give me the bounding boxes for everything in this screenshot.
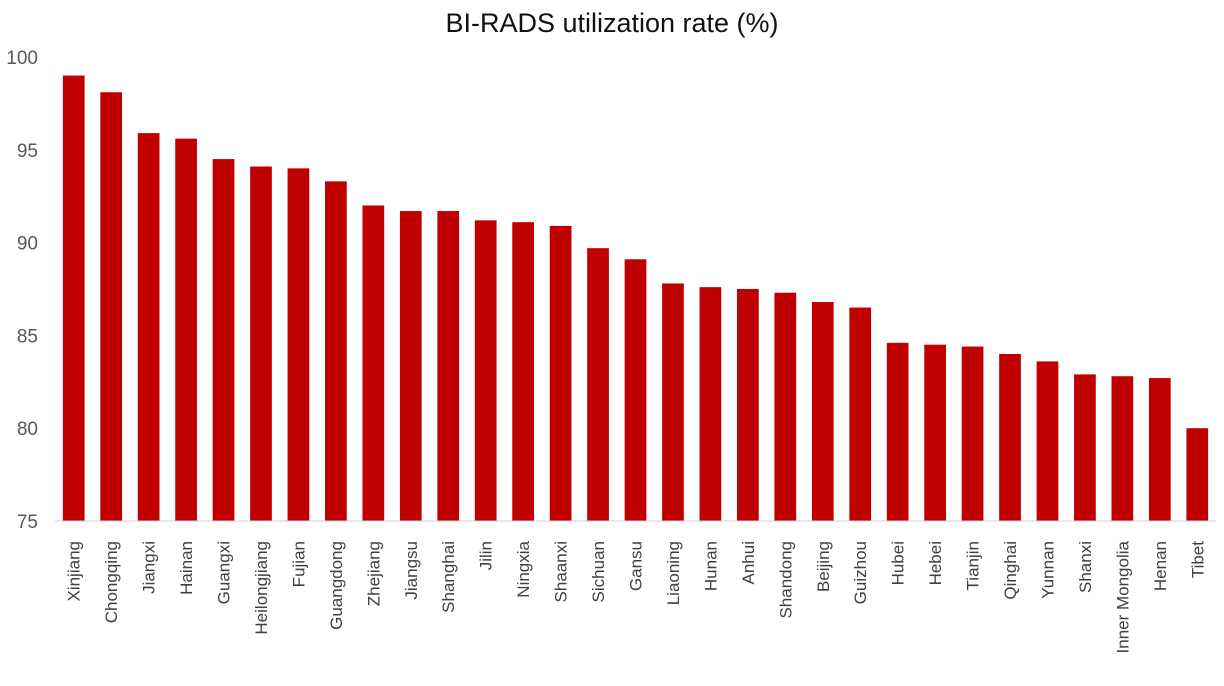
bar — [474, 220, 497, 521]
y-tick-label: 85 — [17, 326, 38, 347]
bar — [362, 205, 385, 522]
bar — [886, 342, 909, 521]
bar — [100, 92, 123, 521]
x-tick-label: Ningxia — [514, 540, 533, 597]
bar — [287, 168, 310, 522]
x-tick-label: Hubei — [889, 541, 908, 585]
x-tick-label: Hebei — [926, 541, 945, 585]
bar — [849, 307, 872, 521]
x-tick-label: Gansu — [627, 541, 646, 591]
bar — [1148, 378, 1171, 521]
x-tick-label: Xinjiang — [65, 541, 84, 602]
bar — [999, 353, 1021, 521]
x-tick-label: Anhui — [739, 541, 758, 584]
bar — [62, 75, 85, 521]
x-tick-label: Shanxi — [1076, 541, 1095, 593]
bar — [512, 222, 534, 521]
x-tick-label: Shaanxi — [552, 541, 571, 602]
x-tick-label: Henan — [1151, 541, 1170, 591]
bar — [549, 225, 572, 521]
bar — [325, 181, 347, 521]
bar — [250, 166, 272, 521]
y-tick-label: 75 — [17, 512, 38, 533]
x-tick-label: Yunnan — [1038, 541, 1057, 599]
bar — [437, 211, 460, 522]
x-tick-label: Jiangxi — [140, 541, 159, 594]
y-tick-label: 100 — [6, 48, 38, 69]
bar — [1186, 428, 1209, 521]
x-tick-label: Liaoning — [664, 541, 683, 605]
bar — [212, 159, 235, 521]
x-tick-label: Hainan — [177, 541, 196, 595]
x-tick-label: Beijing — [814, 541, 833, 592]
bar — [175, 138, 197, 521]
x-tick-label: Tibet — [1188, 541, 1207, 578]
x-tick-label: Chongqing — [102, 541, 121, 623]
bar — [1074, 374, 1096, 521]
x-tick-label: Heilongjiang — [252, 541, 271, 635]
y-tick-label: 80 — [17, 419, 38, 440]
bar — [699, 287, 722, 521]
bar — [587, 248, 609, 522]
bar — [736, 289, 759, 521]
x-tick-label: Sichuan — [589, 541, 608, 602]
x-tick-label: Jilin — [477, 541, 496, 570]
bar — [1036, 361, 1059, 521]
bar — [924, 344, 946, 521]
bar — [1111, 376, 1134, 521]
x-tick-label: Fujian — [289, 541, 308, 587]
bar — [624, 259, 647, 521]
x-tick-label: Hunan — [701, 541, 720, 591]
x-tick-label: Tianjin — [964, 541, 983, 590]
chart-title: BI-RADS utilization rate (%) — [445, 8, 779, 38]
x-tick-label: Qinghai — [1001, 541, 1020, 600]
bar — [961, 346, 984, 521]
x-tick-label: Shanghai — [439, 541, 458, 613]
x-tick-label: Jiangsu — [402, 541, 421, 600]
x-tick-label: Guizhou — [851, 541, 870, 604]
y-tick-label: 95 — [17, 141, 38, 162]
bar — [774, 292, 797, 521]
bar — [662, 283, 684, 521]
bar — [399, 211, 422, 522]
bar — [137, 133, 160, 521]
x-tick-label: Inner Mongolia — [1113, 540, 1132, 653]
bar — [811, 301, 834, 521]
x-tick-label: Shandong — [776, 541, 795, 619]
y-tick-label: 90 — [17, 234, 38, 255]
x-tick-label: Zhejiang — [364, 541, 383, 606]
x-tick-label: Guangxi — [215, 541, 234, 604]
x-tick-label: Guangdong — [327, 541, 346, 630]
